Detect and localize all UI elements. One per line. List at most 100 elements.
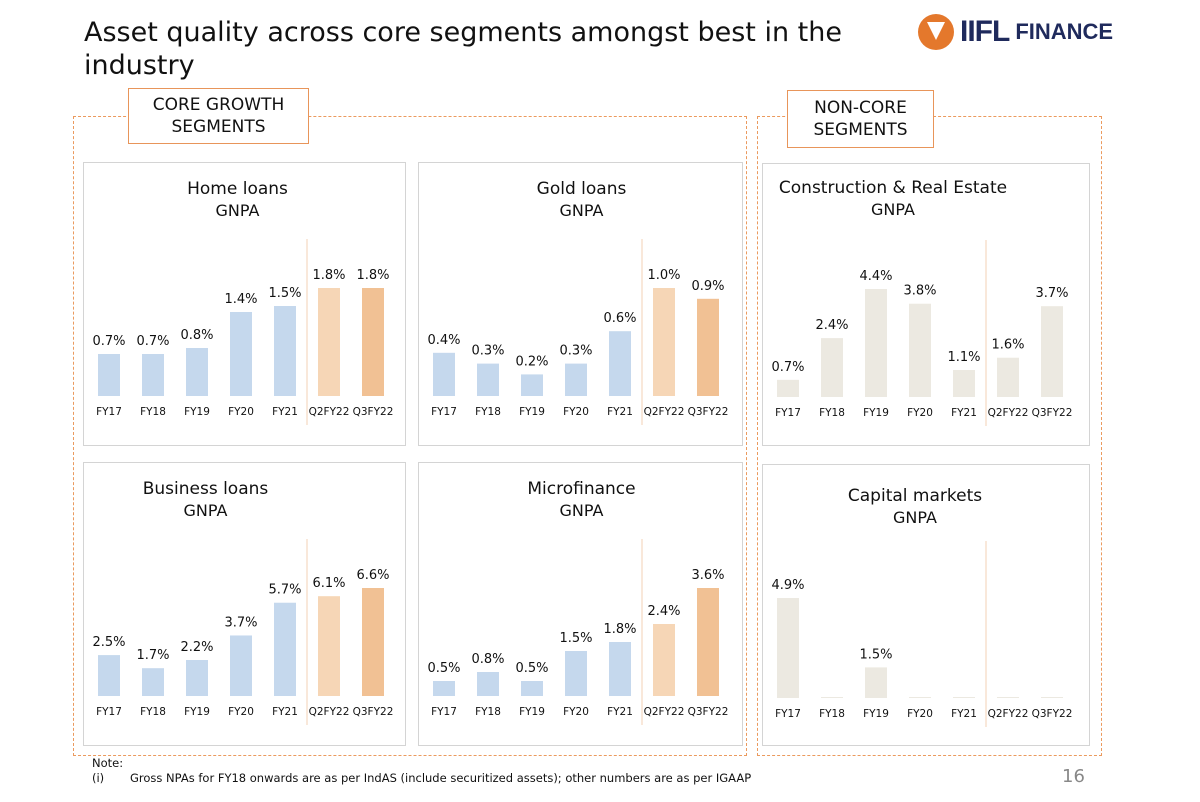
x-tick-label: FY17 [775,407,801,419]
chart-title: Gold loans [537,179,627,199]
x-tick-label: FY17 [96,406,122,418]
x-tick-label: FY18 [819,407,845,419]
data-label: 5.7% [268,583,301,598]
bar-fy17 [777,379,799,397]
x-tick-label: FY19 [184,706,210,718]
data-label: 2.4% [647,604,680,619]
noncore-segments-label: NON-CORE SEGMENTS [787,90,934,148]
x-tick-label: FY19 [184,406,210,418]
data-label: 2.2% [180,640,213,655]
x-tick-label: Q2FY22 [988,407,1029,419]
x-tick-label: FY18 [819,708,845,720]
data-label: 1.4% [224,292,257,307]
data-label: 0.7% [136,334,169,349]
x-tick-label: FY19 [519,406,545,418]
x-tick-label: FY21 [607,706,633,718]
core-segments-text: CORE GROWTH SEGMENTS [152,95,285,137]
data-label: 1.5% [268,286,301,301]
bar-fy20 [230,635,252,696]
bar-fy18 [477,363,499,396]
bar-fy21 [609,642,631,696]
x-tick-label: FY17 [96,706,122,718]
data-label: 1.1% [947,350,980,365]
bar-fy21 [274,602,296,696]
data-label: 1.0% [647,268,680,283]
x-tick-label: FY21 [607,406,633,418]
chart-subtitle: GNPA [216,201,260,220]
data-label: 2.5% [92,635,125,650]
chart-svg: Gold loans GNPA 0.4% FY17 0.3% FY18 0.2% FY19 0.… [427,179,729,425]
capital-markets-chart: Capital markets GNPA 4.9% FY17 FY18 1.5% FY19 F… [762,464,1090,746]
bar-fy17 [777,598,799,698]
x-tick-label: Q2FY22 [309,406,350,418]
x-tick-label: FY21 [951,407,977,419]
x-tick-label: Q2FY22 [988,708,1029,720]
slide-title: Asset quality across core segments among… [84,17,842,81]
noncore-segments-text: NON-CORE SEGMENTS [813,98,908,140]
x-tick-label: FY20 [563,406,589,418]
bar-fy21 [953,370,975,397]
footnote: Note: (i) Gross NPAs for FY18 onwards are… [92,756,751,786]
data-label: 1.5% [859,647,892,662]
chart-subtitle: GNPA [871,200,915,219]
data-label: 1.8% [312,268,345,283]
chart-svg: Microfinance GNPA 0.5% FY17 0.8% FY18 0.5% FY19… [427,479,729,725]
data-label: 3.7% [1035,286,1068,301]
core-segments-box [73,116,747,756]
x-tick-label: Q3FY22 [688,406,729,418]
bar-q2fy22 [997,697,1019,698]
bar-fy17 [433,352,455,396]
bar-fy19 [865,289,887,397]
iifl-finance-logo: IIFL FINANCE [918,14,1113,50]
x-tick-label: FY19 [863,708,889,720]
bar-q2fy22 [653,624,675,696]
note-heading: Note: [92,756,124,770]
bar-fy19 [186,660,208,696]
logo-emblem-icon [918,14,954,50]
bar-fy21 [953,697,975,698]
bar-fy21 [274,306,296,396]
x-tick-label: FY21 [951,708,977,720]
x-tick-label: Q2FY22 [644,706,685,718]
bar-q3fy22 [1041,306,1063,397]
logo-brand: IIFL [960,15,1010,48]
data-label: 0.7% [92,334,125,349]
x-tick-label: Q3FY22 [688,706,729,718]
data-label: 6.6% [356,568,389,583]
x-tick-label: FY18 [475,706,501,718]
x-tick-label: Q2FY22 [309,706,350,718]
x-tick-label: FY20 [228,406,254,418]
x-tick-label: FY18 [140,706,166,718]
x-tick-label: FY20 [907,708,933,720]
data-label: 0.5% [427,661,460,676]
bar-q3fy22 [697,588,719,696]
data-label: 1.7% [136,648,169,663]
note-text: Gross NPAs for FY18 onwards are as per I… [130,771,752,785]
bar-fy17 [98,354,120,396]
bar-fy18 [142,354,164,396]
x-tick-label: FY20 [563,706,589,718]
bar-q2fy22 [653,288,675,396]
bar-q2fy22 [997,357,1019,397]
page-number: 16 [1062,766,1085,787]
chart-title: Microfinance [527,479,635,499]
data-label: 1.8% [356,268,389,283]
bar-fy17 [98,655,120,696]
bar-fy20 [909,303,931,397]
x-tick-label: Q3FY22 [353,406,394,418]
bar-fy20 [565,651,587,696]
bar-fy19 [521,681,543,696]
chart-svg: Capital markets GNPA 4.9% FY17 FY18 1.5% FY19 F… [771,486,1072,727]
x-tick-label: FY17 [775,708,801,720]
data-label: 6.1% [312,576,345,591]
x-tick-label: FY17 [431,706,457,718]
data-label: 0.4% [427,333,460,348]
home-loans-chart: Home loans GNPA 0.7% FY17 0.7% FY18 0.8% FY19 1.… [83,162,406,446]
bar-fy18 [142,668,164,696]
chart-svg: Home loans GNPA 0.7% FY17 0.7% FY18 0.8% FY19 1.… [92,179,394,425]
chart-title: Business loans [143,479,269,499]
x-tick-label: FY17 [431,406,457,418]
bar-fy17 [433,681,455,696]
x-tick-label: Q3FY22 [353,706,394,718]
microfinance-chart: Microfinance GNPA 0.5% FY17 0.8% FY18 0.5% FY19… [418,462,743,746]
